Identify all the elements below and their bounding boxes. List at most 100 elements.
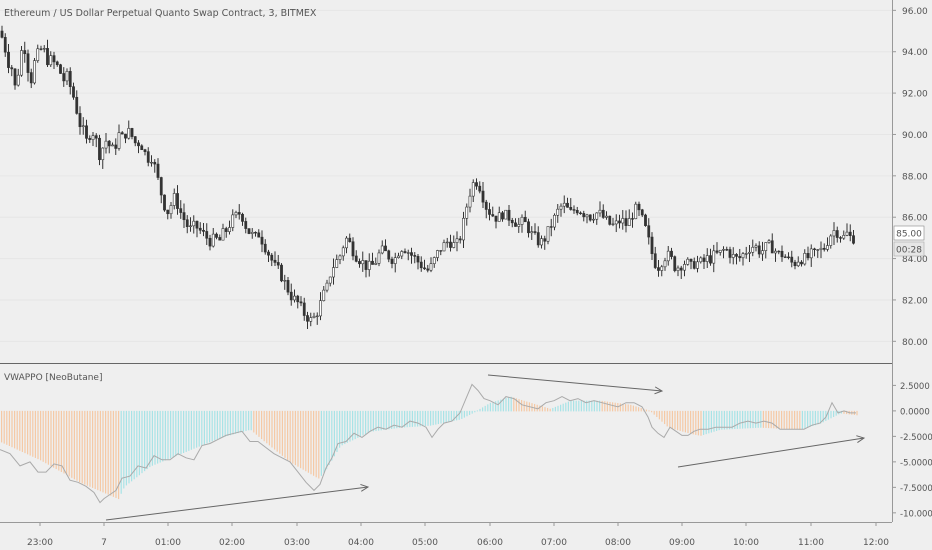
candle — [676, 265, 680, 277]
time-tick-label: 11:00 — [798, 538, 824, 548]
candle — [169, 201, 173, 219]
histogram-bar — [79, 410, 81, 483]
histogram-bar — [604, 401, 606, 412]
candle-body — [215, 233, 218, 238]
histogram-bar — [781, 410, 783, 429]
candle-body — [169, 205, 173, 215]
histogram-bar — [1, 410, 3, 443]
candle-body — [120, 132, 124, 135]
histogram-bar — [463, 410, 465, 418]
candle — [546, 226, 550, 245]
divergence-annotations — [105, 374, 866, 521]
candle — [718, 249, 722, 256]
candle-body — [13, 68, 17, 86]
candle-body — [585, 214, 589, 218]
candle-body — [46, 48, 49, 66]
histogram-bar — [37, 410, 39, 460]
histogram-bar — [560, 404, 562, 412]
candle-body — [725, 249, 729, 251]
candle — [588, 214, 592, 222]
candle — [179, 200, 183, 219]
candle — [787, 252, 790, 260]
candle — [806, 246, 810, 261]
price-tick-label: 90.00 — [902, 131, 928, 141]
histogram-bar — [692, 410, 694, 435]
histogram-bar — [219, 410, 221, 439]
histogram-bar — [222, 410, 224, 438]
candle-body — [419, 261, 423, 269]
candle — [731, 247, 735, 265]
candle — [449, 234, 452, 252]
candle-body — [94, 135, 98, 139]
candle-body — [410, 252, 413, 256]
histogram-bar — [513, 397, 515, 412]
histogram-bar — [271, 410, 273, 448]
histogram-series[interactable] — [1, 396, 858, 500]
histogram-bar — [315, 410, 317, 478]
candle-body — [436, 250, 439, 258]
candle-body — [731, 254, 735, 258]
price-pane[interactable]: Ethereum / US Dollar Perpetual Quanto Sw… — [0, 8, 892, 342]
candle — [215, 232, 218, 240]
candle-body — [55, 61, 59, 66]
histogram-bar — [50, 410, 52, 467]
histogram-bar — [193, 410, 195, 449]
candle-body — [403, 251, 407, 253]
candle — [293, 289, 296, 303]
histogram-bar — [458, 410, 460, 420]
histogram-bar — [378, 410, 380, 431]
histogram-bar — [695, 410, 697, 435]
candle-body — [72, 86, 75, 98]
histogram-bar — [541, 406, 543, 412]
price-tick-label: 80.00 — [902, 338, 928, 348]
candle — [458, 235, 462, 244]
candle — [205, 223, 209, 245]
candle — [159, 176, 163, 204]
candle — [728, 246, 732, 264]
candle-body — [523, 216, 527, 223]
candle-body — [842, 235, 846, 239]
candle — [338, 254, 342, 265]
histogram-bar — [274, 410, 276, 450]
candle-body — [393, 257, 397, 264]
histogram-bar — [549, 408, 551, 412]
candle-body — [848, 231, 852, 236]
candle — [254, 231, 257, 237]
candle — [68, 67, 72, 95]
candle — [419, 256, 423, 272]
histogram-bar — [414, 410, 416, 427]
histogram-bar — [809, 410, 811, 427]
price-axis[interactable]: 80.00 82.00 84.00 86.00 88.00 90.00 92.00 94.00… — [892, 7, 928, 348]
histogram-bar — [476, 410, 478, 412]
candle-body — [319, 300, 322, 317]
candle — [436, 249, 439, 262]
histogram-bar — [328, 410, 330, 465]
histogram-bar — [307, 410, 309, 473]
oscillator-axis[interactable]: 2.5000 0.0000 -2.5000 -5.0000 -7.5000 -10.000… — [892, 382, 932, 519]
histogram-bar — [115, 410, 117, 498]
histogram-bar — [180, 410, 182, 455]
histogram-bar — [552, 407, 554, 412]
candle — [634, 201, 638, 220]
candle-body — [800, 261, 803, 265]
histogram-bar — [752, 410, 754, 429]
oscillator-pane[interactable]: VWAPPO [NeoButane] — [0, 373, 866, 521]
histogram-bar — [162, 410, 164, 462]
candle — [3, 33, 7, 57]
candle-body — [384, 245, 387, 252]
oscillator-tick-label: -10.0000 — [900, 509, 932, 519]
histogram-bar — [248, 410, 250, 431]
candle — [819, 241, 823, 259]
candle — [767, 239, 771, 244]
histogram-bar — [619, 403, 621, 412]
candle-body — [182, 212, 186, 221]
candle-body — [52, 55, 56, 63]
candle — [488, 202, 491, 221]
candle — [400, 250, 404, 260]
candlestick-series[interactable] — [0, 25, 855, 329]
candle-body — [735, 254, 738, 257]
candle — [829, 234, 833, 249]
time-axis[interactable]: 23:00 7 01:00 02:00 03:00 04:00 05:00 06:00 07:0… — [27, 522, 889, 548]
histogram-bar — [250, 410, 252, 431]
countdown-label: 00:28 — [893, 241, 925, 257]
